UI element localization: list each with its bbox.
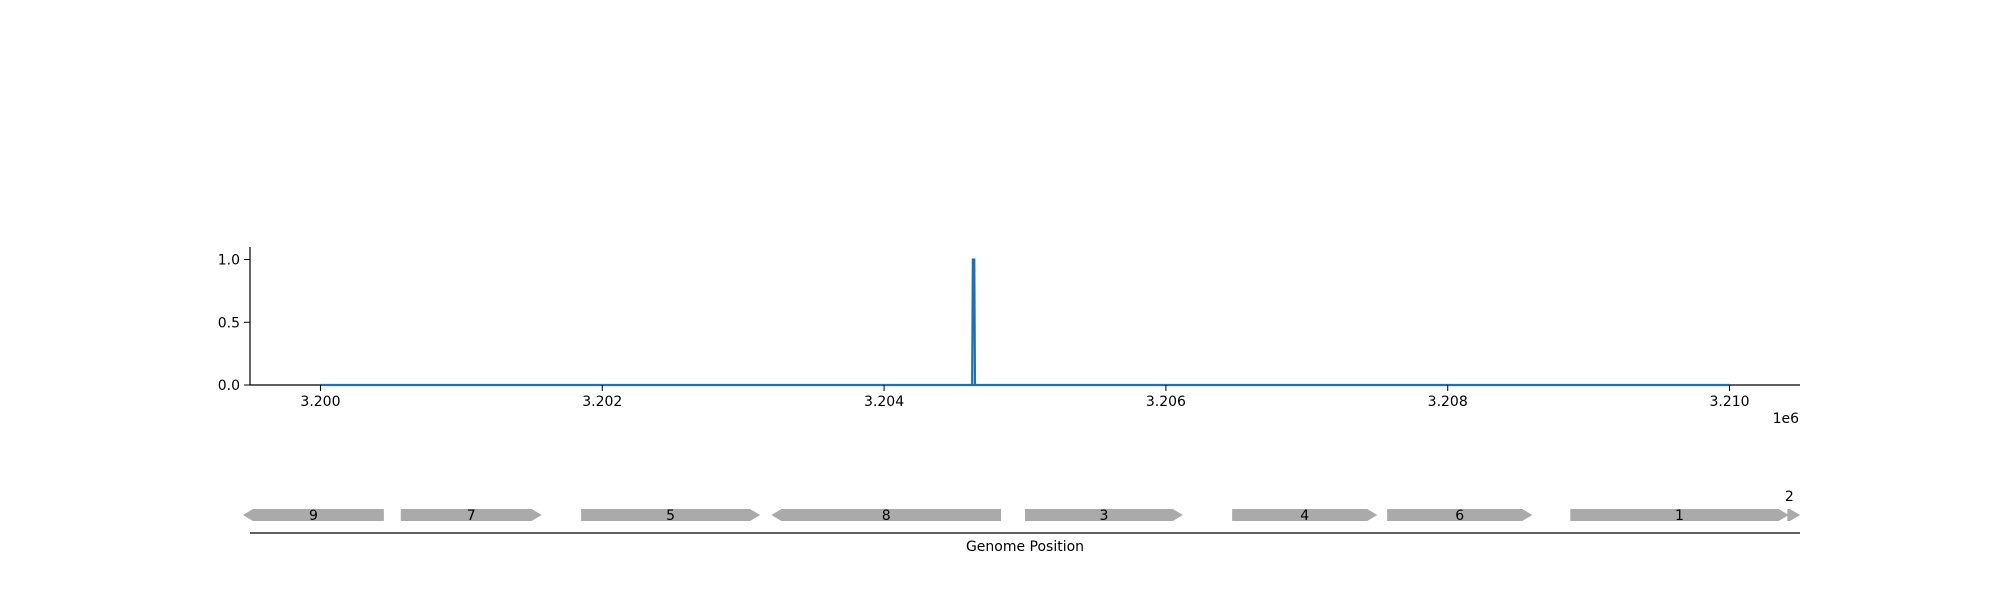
gene-arrow — [1232, 509, 1378, 521]
x-tick-label: 3.210 — [1709, 394, 1749, 410]
x-tick-label: 3.204 — [864, 394, 904, 410]
y-tick-label: 0.5 — [218, 315, 240, 331]
gene-label: 2 — [1785, 489, 1794, 505]
gene-label: 9 — [309, 508, 318, 524]
x-axis-label: Genome Position — [966, 539, 1084, 555]
gene-arrow — [1787, 509, 1800, 521]
gene-label: 7 — [467, 508, 476, 524]
gene-label: 6 — [1455, 508, 1464, 524]
y-tick-label: 1.0 — [218, 253, 240, 269]
gene-arrow — [771, 509, 1002, 521]
gene-label: 3 — [1099, 508, 1108, 524]
gene-label: 1 — [1675, 508, 1684, 524]
ticks-group: 0.0 0.5 1.0 3.200 3.202 3.204 3.206 3.208 3.210 — [218, 253, 1750, 410]
gene-arrow — [242, 509, 384, 521]
x-tick-label: 3.202 — [582, 394, 622, 410]
gene-arrow — [1387, 509, 1533, 521]
x-offset-label: 1e6 — [1773, 411, 1800, 427]
x-tick-label: 3.200 — [300, 394, 340, 410]
axes — [249, 247, 1800, 386]
gene-label: 4 — [1300, 508, 1309, 524]
gene-label: 8 — [882, 508, 891, 524]
y-tick-label: 0.0 — [218, 378, 240, 394]
gene-arrow — [1025, 509, 1183, 521]
x-tick-label: 3.206 — [1146, 394, 1186, 410]
series-line — [320, 258, 1730, 387]
gene-arrow — [400, 509, 542, 521]
gene-arrow — [581, 509, 761, 521]
gene-label: 5 — [666, 508, 675, 524]
series-group — [320, 258, 1730, 387]
gene-track: 9 7 5 8 3 4 6 1 2 — [242, 489, 1800, 524]
x-tick-label: 3.208 — [1428, 394, 1468, 410]
gene-arrow — [1570, 509, 1789, 521]
